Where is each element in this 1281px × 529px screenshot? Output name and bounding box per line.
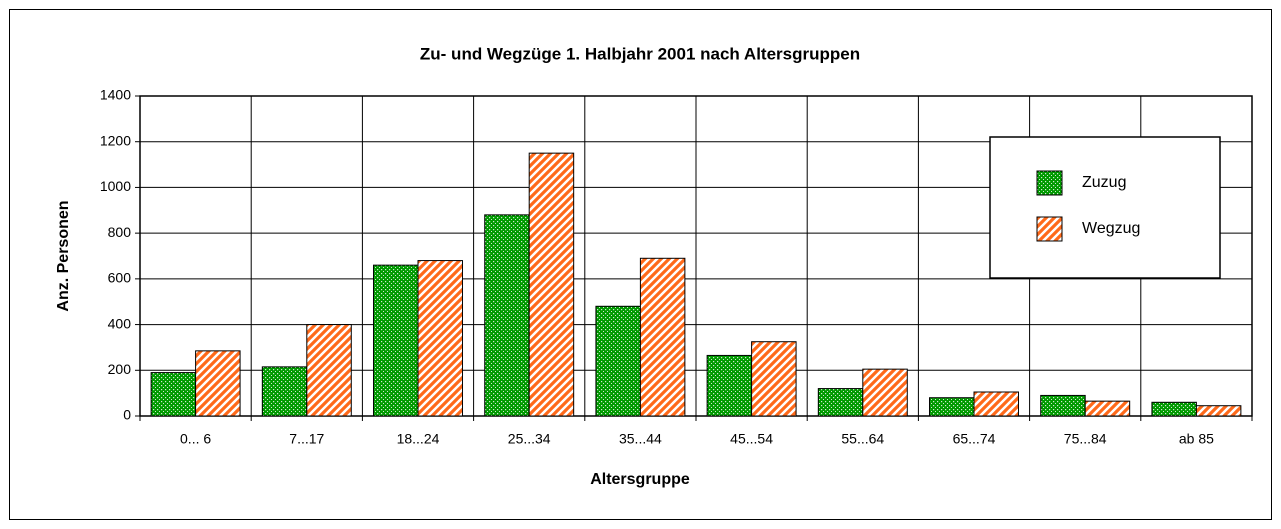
bar: [195, 350, 241, 417]
bar: [150, 372, 197, 417]
y-tick-label: 1200: [100, 132, 131, 148]
x-tick-label: 25...34: [508, 431, 551, 447]
bar: [1084, 400, 1131, 417]
y-tick-label: 1400: [100, 87, 131, 103]
y-tick-label: 1000: [100, 178, 131, 194]
plot-frame: [139, 95, 1253, 417]
x-tick-label: ab 85: [1179, 431, 1214, 447]
bar: [706, 354, 753, 417]
y-tick-label: 200: [108, 361, 132, 377]
legend-swatch: [1036, 170, 1063, 196]
y-tick-label: 800: [108, 224, 132, 240]
x-tick-label: 55...64: [841, 431, 884, 447]
bar: [973, 391, 1019, 417]
bar: [484, 214, 530, 417]
x-tick-label: 75...84: [1064, 431, 1107, 447]
bar: [751, 341, 797, 417]
legend-label: Wegzug: [1082, 220, 1140, 237]
x-tick-label: 35...44: [619, 431, 662, 447]
legend-label: Zuzug: [1082, 174, 1126, 191]
bar: [929, 397, 975, 417]
bar: [817, 388, 864, 417]
bar: [639, 257, 686, 417]
bar: [595, 305, 641, 417]
bar: [862, 368, 908, 417]
bar: [417, 260, 463, 417]
bar: [1040, 394, 1086, 417]
bar: [528, 152, 575, 417]
bar: [1151, 401, 1197, 417]
x-axis-label: Altersgruppe: [590, 471, 690, 488]
y-tick-label: 400: [108, 315, 132, 331]
x-tick-label: 18...24: [397, 431, 440, 447]
y-tick-label: 600: [108, 270, 132, 286]
bar: [373, 264, 419, 417]
legend-box: [989, 136, 1221, 279]
x-tick-label: 45...54: [730, 431, 773, 447]
chart-title: Zu- und Wegzüge 1. Halbjahr 2001 nach Al…: [420, 44, 860, 63]
bar: [261, 366, 308, 417]
y-tick-label: 0: [123, 407, 131, 423]
bar: [1195, 405, 1242, 417]
legend-swatch: [1036, 216, 1063, 242]
x-tick-label: 0... 6: [180, 431, 211, 447]
y-axis-label: Anz. Personen: [55, 200, 72, 311]
x-tick-label: 65...74: [953, 431, 996, 447]
bar: [306, 324, 352, 417]
x-tick-label: 7...17: [289, 431, 324, 447]
